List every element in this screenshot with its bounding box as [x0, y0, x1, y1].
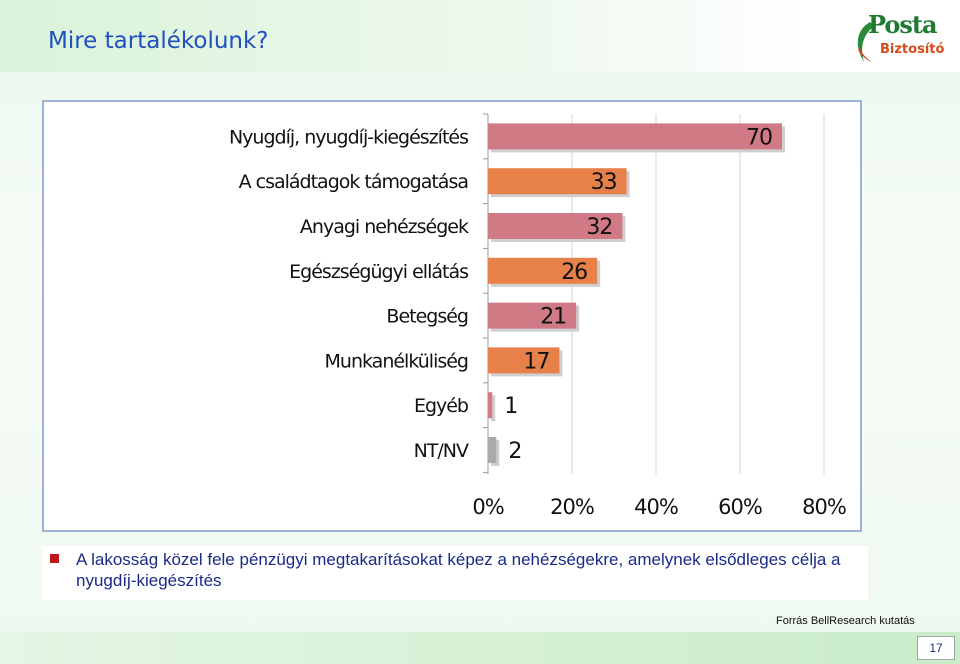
slide-title: Mire tartalékolunk? [48, 28, 269, 54]
data-label: 33 [591, 170, 617, 195]
bar [488, 168, 627, 195]
chart-value-labels: 70 33 32 26 21 171 2 [504, 125, 773, 464]
bullet-text: A lakosság közel fele pénzügyi megtakarí… [76, 550, 841, 590]
footer-strip [0, 632, 960, 664]
bar-shadow [491, 395, 496, 422]
bar [488, 302, 577, 329]
bar-chart: Nyugdíj, nyugdíj-kiegészítés A családtago… [229, 113, 847, 519]
x-tick-label: 20% [550, 495, 594, 519]
category-label: NT/NV [414, 440, 469, 462]
title-bar [0, 0, 960, 72]
bar [488, 123, 782, 150]
bullet-marker-icon [50, 554, 59, 563]
x-tick-label: 0% [472, 495, 503, 519]
category-label: Anyagi nehézségek [300, 216, 469, 238]
x-tick-label: 80% [802, 495, 846, 519]
category-label: A családtagok támogatása [239, 171, 468, 193]
bar [488, 347, 560, 374]
chart-frame: Nyugdíj, nyugdíj-kiegészítés A családtago… [42, 100, 862, 532]
logo-text-primary: Posta [868, 10, 938, 39]
data-label: 1 [504, 394, 517, 419]
category-label: Nyugdíj, nyugdíj-kiegészítés [229, 126, 468, 148]
posta-biztosito-logo: Posta Biztosító [852, 10, 948, 66]
bullet-box: A lakosság közel fele pénzügyi megtakarí… [42, 546, 868, 600]
x-tick-label: 40% [634, 495, 678, 519]
data-label: 70 [746, 125, 772, 150]
data-label: 17 [523, 349, 549, 374]
chart-grid [483, 113, 825, 474]
chart-category-labels: Nyugdíj, nyugdíj-kiegészítés A családtago… [229, 126, 470, 462]
category-label: Egyéb [414, 395, 469, 417]
source-note: Forrás BellResearch kutatás [776, 615, 915, 627]
bar [488, 437, 497, 463]
bar [488, 392, 493, 419]
bar [488, 213, 623, 239]
logo-text-secondary: Biztosító [880, 42, 945, 57]
data-label: 32 [586, 215, 612, 240]
category-label: Munkanélküliség [325, 350, 468, 372]
bar [488, 257, 598, 284]
category-label: Egészségügyi ellátás [289, 261, 468, 283]
logo-swoosh-icon [857, 22, 874, 62]
data-label: 26 [561, 260, 587, 285]
category-label: Betegség [386, 306, 468, 328]
x-tick-label: 60% [718, 495, 762, 519]
chart-x-ticks: 0% 20% 40% 60% 80% [472, 495, 847, 519]
data-label: 21 [540, 305, 566, 330]
chart-bars [488, 123, 785, 466]
page-number: 17 [917, 636, 955, 660]
data-label: 2 [508, 439, 521, 464]
